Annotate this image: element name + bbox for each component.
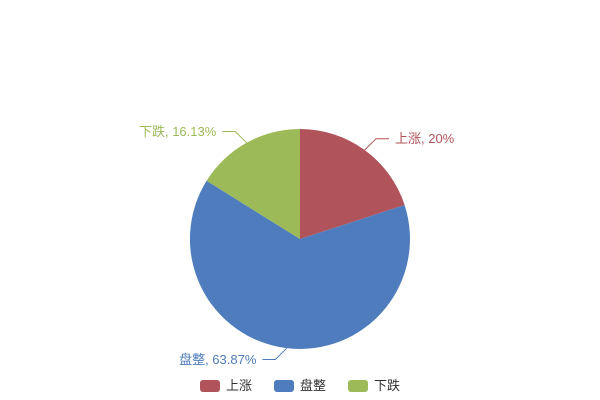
label-line-falling — [222, 131, 247, 144]
legend-label-falling: 下跌 — [374, 378, 401, 393]
legend-item-falling[interactable]: 下跌 — [348, 376, 400, 396]
slice-label-rising: 上涨, 20% — [395, 131, 455, 146]
legend-item-rising[interactable]: 上涨 — [199, 376, 252, 396]
label-line-sideways — [262, 347, 288, 360]
legend: 上涨 盘整 下跌 — [0, 376, 600, 396]
slice-label-falling: 下跌, 16.13% — [139, 124, 217, 139]
legend-swatch-sideways — [273, 380, 294, 392]
slice-label-sideways: 盘整, 63.87% — [179, 352, 257, 367]
pie-slice-sideways[interactable] — [189, 180, 410, 349]
legend-swatch-falling — [348, 380, 368, 392]
label-line-rising — [364, 138, 389, 151]
pie-slice-falling[interactable] — [206, 128, 300, 239]
legend-label-rising: 上涨 — [225, 378, 252, 393]
pie-slice-rising[interactable] — [300, 129, 405, 239]
legend-item-sideways[interactable]: 盘整 — [273, 376, 326, 396]
legend-label-sideways: 盘整 — [299, 378, 326, 393]
legend-swatch-rising — [199, 380, 220, 392]
